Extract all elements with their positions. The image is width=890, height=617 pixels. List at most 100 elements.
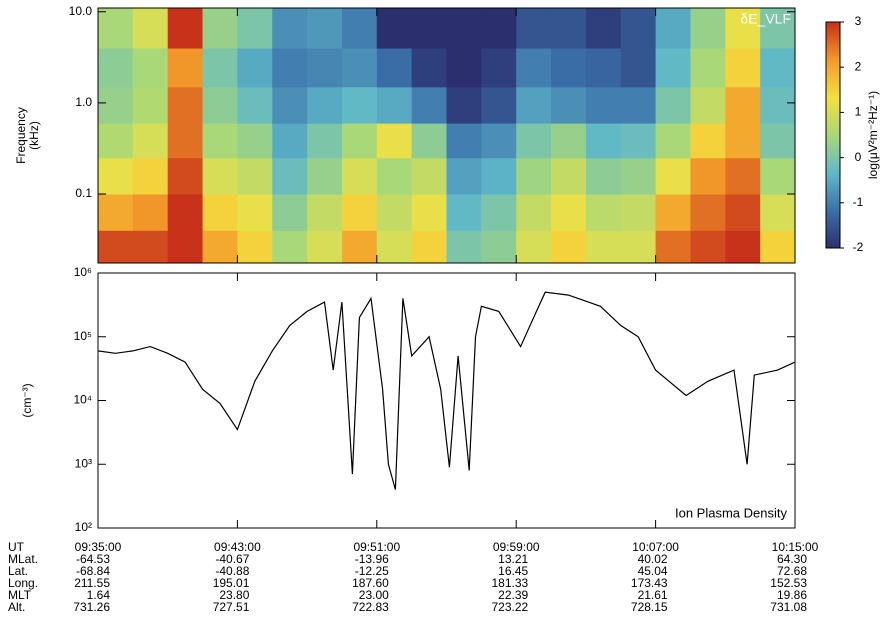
heat-cell — [585, 157, 622, 195]
ephemeris-label: Alt. — [8, 600, 25, 614]
colorbar-step — [826, 198, 840, 201]
ephemeris-value: 727.51 — [213, 600, 250, 614]
colorbar-step — [826, 180, 840, 183]
heat-cell — [760, 157, 796, 195]
heat-cell — [272, 48, 308, 88]
x-tick-label: 10:15:00 — [772, 540, 819, 554]
heat-cell — [272, 8, 308, 49]
heat-cell — [341, 194, 378, 231]
heat-cell — [341, 230, 378, 264]
heat-cell — [725, 8, 761, 49]
colorbar-step — [826, 64, 840, 67]
colorbar-step — [826, 170, 840, 173]
heat-cell — [760, 230, 796, 264]
heat-cell — [376, 86, 413, 124]
colorbar-step — [826, 184, 840, 187]
colorbar-step — [826, 118, 840, 121]
heat-cell — [98, 123, 134, 159]
heat-cell — [481, 86, 517, 124]
heat-cell — [98, 8, 134, 49]
heat-cell — [167, 157, 204, 195]
heat-cell — [760, 86, 796, 124]
colorbar-step — [826, 128, 840, 131]
heat-cell — [725, 157, 761, 195]
colorbar-step — [826, 72, 840, 75]
heat-cell — [132, 86, 169, 124]
colorbar-step — [826, 130, 840, 133]
colorbar-step — [826, 208, 840, 211]
colorbar-step — [826, 112, 840, 115]
annotation: δE_VLF — [740, 11, 791, 27]
heat-cell — [132, 123, 169, 159]
colorbar-step — [826, 160, 840, 163]
colorbar-tick-label: 3 — [855, 14, 862, 28]
heat-cell — [98, 157, 134, 195]
heat-cell — [655, 157, 691, 195]
colorbar-step — [826, 88, 840, 91]
colorbar-step — [826, 48, 840, 51]
heat-cell — [307, 123, 343, 159]
colorbar-step — [826, 168, 840, 171]
plot-frame — [97, 272, 796, 529]
heat-cell — [411, 123, 447, 159]
heat-cell — [760, 8, 796, 49]
heat-cell — [690, 230, 726, 264]
heat-cell — [202, 194, 238, 231]
colorbar-step — [826, 186, 840, 189]
heat-cell — [620, 8, 657, 49]
colorbar-step — [826, 200, 840, 203]
heat-cell — [655, 194, 691, 231]
colorbar-step — [826, 54, 840, 57]
colorbar-step — [826, 174, 840, 177]
y-axis-label: (cm⁻³) — [20, 383, 34, 417]
colorbar-step — [826, 230, 840, 233]
colorbar-step — [826, 132, 840, 135]
colorbar-step — [826, 158, 840, 161]
heat-cell — [237, 48, 273, 88]
colorbar-step — [826, 34, 840, 37]
heat-cell — [655, 8, 691, 49]
heat-cell — [411, 8, 447, 49]
ephemeris-value: 19.86 — [777, 588, 807, 602]
heat-cell — [481, 123, 517, 159]
colorbar-step — [826, 220, 840, 223]
colorbar-step — [826, 244, 840, 247]
colorbar-step — [826, 156, 840, 159]
heat-cell — [620, 230, 657, 264]
ephemeris-value: -13.96 — [355, 552, 389, 566]
ephemeris-value: -40.67 — [215, 552, 249, 566]
colorbar-step — [826, 234, 840, 237]
colorbar-step — [826, 38, 840, 41]
heat-cell — [725, 194, 761, 231]
plot-frame — [97, 7, 796, 264]
heat-cell — [376, 230, 413, 264]
heat-cell — [690, 48, 726, 88]
heat-cell — [690, 86, 726, 124]
heat-cell — [585, 48, 622, 88]
heat-cell — [446, 123, 482, 159]
heat-cell — [516, 8, 552, 49]
ephemeris-value: 16.45 — [498, 564, 528, 578]
y-tick-label: 10⁶ — [74, 265, 92, 279]
colorbar-step — [826, 202, 840, 205]
colorbar-step — [826, 70, 840, 73]
heat-cell — [551, 123, 587, 159]
colorbar-step — [826, 136, 840, 139]
heat-cell — [411, 48, 447, 88]
annotation: Ion Plasma Density — [675, 505, 787, 520]
heat-cell — [272, 123, 308, 159]
heat-cell — [167, 8, 204, 49]
heat-cell — [690, 8, 726, 49]
colorbar-tick-label: -1 — [853, 195, 864, 209]
heat-cell — [202, 230, 238, 264]
colorbar-step — [826, 36, 840, 39]
y-tick-label: 10³ — [75, 456, 92, 470]
colorbar-step — [826, 192, 840, 195]
heat-cell — [202, 157, 238, 195]
heat-cell — [551, 194, 587, 231]
colorbar-step — [826, 238, 840, 241]
colorbar-step — [826, 110, 840, 113]
colorbar-frame — [825, 21, 841, 249]
y-tick-label: 10⁵ — [74, 329, 92, 343]
colorbar-step — [826, 126, 840, 129]
